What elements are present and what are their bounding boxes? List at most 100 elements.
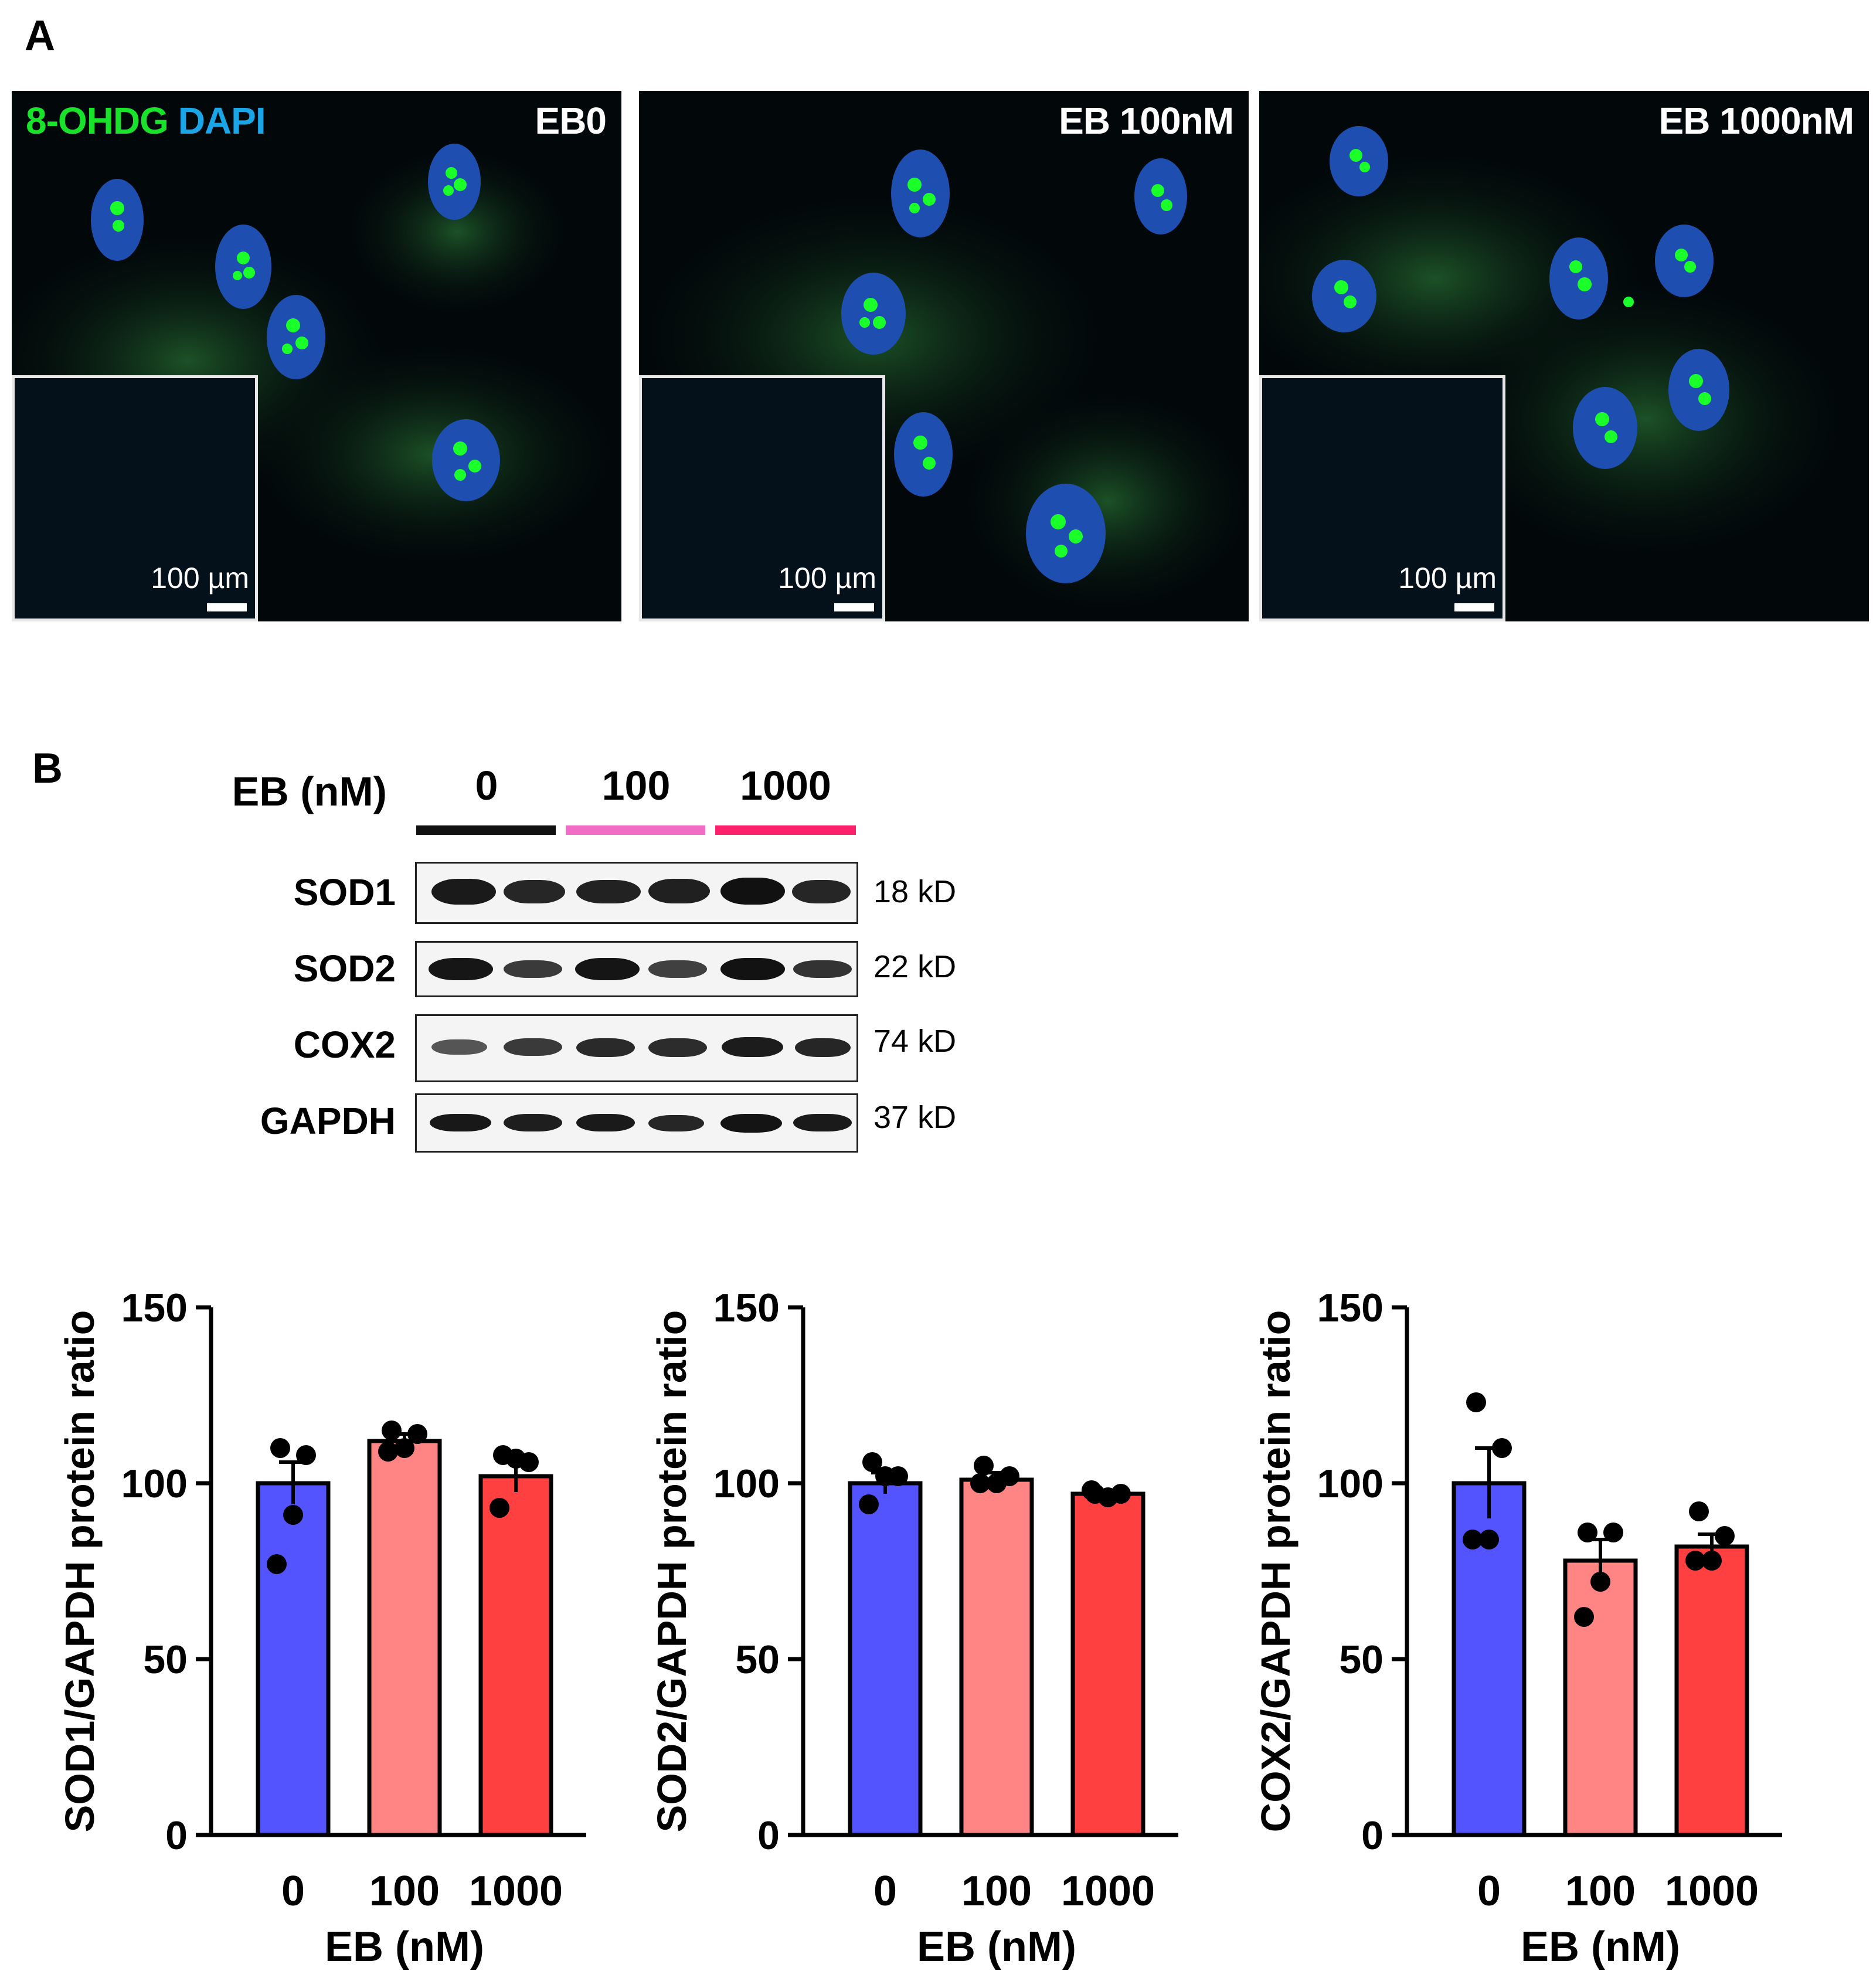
kd-label-cox2: 74 kD [873,1024,957,1059]
data-point [296,1445,316,1465]
y-axis-title: SOD2/GAPDH protein ratio [649,1310,695,1833]
bar-100 [959,1477,1034,1837]
data-point [875,1466,895,1486]
data-point [1098,1487,1118,1507]
x-tick-label: 1000 [469,1868,563,1915]
data-point [1685,1551,1705,1571]
data-point [1689,1501,1709,1521]
scale-bar-label: 100 µm [1398,562,1497,594]
y-tick-label: 100 [121,1462,188,1506]
blot-row-label-sod2: SOD2 [293,947,396,990]
data-point [1578,1523,1597,1542]
cell-field [1259,126,1857,566]
data-point [267,1554,287,1574]
y-tick-label: 150 [121,1286,188,1330]
kd-label-gapdh: 37 kD [873,1100,957,1135]
data-point [1702,1551,1722,1571]
stain-legend: 8-OHDG DAPI [26,99,266,142]
data-point [862,1452,882,1472]
inset-overview-eb0: 100 µm [12,375,258,621]
data-point [407,1424,427,1444]
stain-green-label: 8-OHDG [26,100,169,142]
blot-group-bar-1000 [715,825,856,835]
scale-bar-label: 100 µm [778,562,876,594]
data-point [859,1494,879,1514]
data-point [382,1421,402,1440]
scale-bar [1454,603,1494,611]
data-point [1466,1392,1486,1412]
blot-group-label-1000: 1000 [740,763,831,808]
inset-overview-eb100: 100 µm [639,375,885,621]
y-tick-label: 0 [1361,1813,1383,1858]
bar-1000 [1070,1491,1145,1837]
blot-treatment-label: EB (nM) [232,769,387,814]
image-label-eb0: EB0 [535,100,607,142]
y-tick-label: 50 [735,1637,780,1682]
image-label-eb100: EB 100nM [1059,100,1234,142]
image-label-eb1000: EB 1000nM [1658,100,1854,142]
y-axis-title: COX2/GAPDH protein ratio [1253,1310,1298,1833]
y-tick-label: 100 [713,1462,780,1506]
y-tick-label: 50 [1339,1637,1383,1682]
blot-group-label-100: 100 [601,763,671,808]
y-tick-label: 150 [1317,1286,1383,1330]
scale-bar [207,603,247,611]
x-tick-label: 0 [873,1868,897,1915]
data-point [1082,1480,1102,1500]
data-point [970,1473,990,1493]
blot-row-label-sod1: SOD1 [293,871,396,913]
blot-row-label-gapdh: GAPDH [260,1100,396,1142]
blot-group-bar-100 [566,825,705,835]
x-tick-label: 1000 [1665,1868,1759,1915]
x-axis-title: EB (nM) [917,1924,1076,1970]
y-tick-label: 0 [165,1813,188,1858]
x-tick-label: 1000 [1061,1868,1155,1915]
bar-1000 [478,1474,553,1837]
micrograph-eb1000: EB 1000nM 100 µm [1259,91,1869,621]
x-tick-label: 0 [1477,1868,1501,1915]
scale-bar [834,603,874,611]
kd-label-sod2: 22 kD [873,949,957,984]
data-point [283,1505,303,1525]
bar-0 [848,1481,923,1837]
y-tick-label: 100 [1317,1462,1383,1506]
panel-b-label: B [32,745,63,792]
blot-group-label-0: 0 [475,763,498,808]
data-point [1463,1530,1483,1549]
data-point [1479,1530,1499,1549]
data-point [987,1473,1007,1493]
data-point [1715,1526,1735,1546]
data-point [1574,1607,1594,1627]
y-axis-title: SOD1/GAPDH protein ratio [57,1310,103,1833]
data-point [974,1456,994,1476]
blot-row-label-cox2: COX2 [293,1024,396,1066]
data-point [506,1449,526,1469]
blot-strip-gapdh [415,1093,858,1153]
bar-100 [1563,1558,1638,1837]
blot-strip-sod2 [415,941,858,997]
x-axis-title: EB (nM) [325,1924,484,1970]
bar-0 [256,1481,331,1837]
data-point [378,1442,398,1462]
data-point [270,1438,290,1458]
data-point [490,1498,509,1518]
micrograph-eb0: 8-OHDG DAPI EB0 100 µm [12,91,621,621]
x-tick-label: 0 [281,1868,305,1915]
bar-100 [367,1439,442,1837]
scale-bar-label: 100 µm [151,562,249,594]
data-point [1590,1572,1610,1592]
cox2-bar-chart: 0 50 100 150 COX2/GAPDH protein ratio 0 100 100… [1253,1286,1782,1970]
x-axis-title: EB (nM) [1521,1924,1680,1970]
x-tick-label: 100 [369,1868,440,1915]
y-tick-label: 0 [757,1813,780,1858]
sod1-bar-chart: 0 50 100 150 SOD1/GAPDH protein ratio 0 100 100… [57,1286,586,1970]
y-tick-label: 50 [143,1637,188,1682]
sod2-bar-chart: 0 50 100 150 SOD2/GAPDH protein ratio 0 100 100… [649,1286,1178,1970]
panel-a-label: A [25,12,55,59]
kd-label-sod1: 18 kD [873,874,957,909]
x-tick-label: 100 [1565,1868,1636,1915]
inset-overview-eb1000: 100 µm [1259,375,1505,621]
blot-group-bar-0 [416,825,556,835]
blot-strip-sod1 [415,862,858,924]
blot-strip-cox2 [415,1014,858,1082]
